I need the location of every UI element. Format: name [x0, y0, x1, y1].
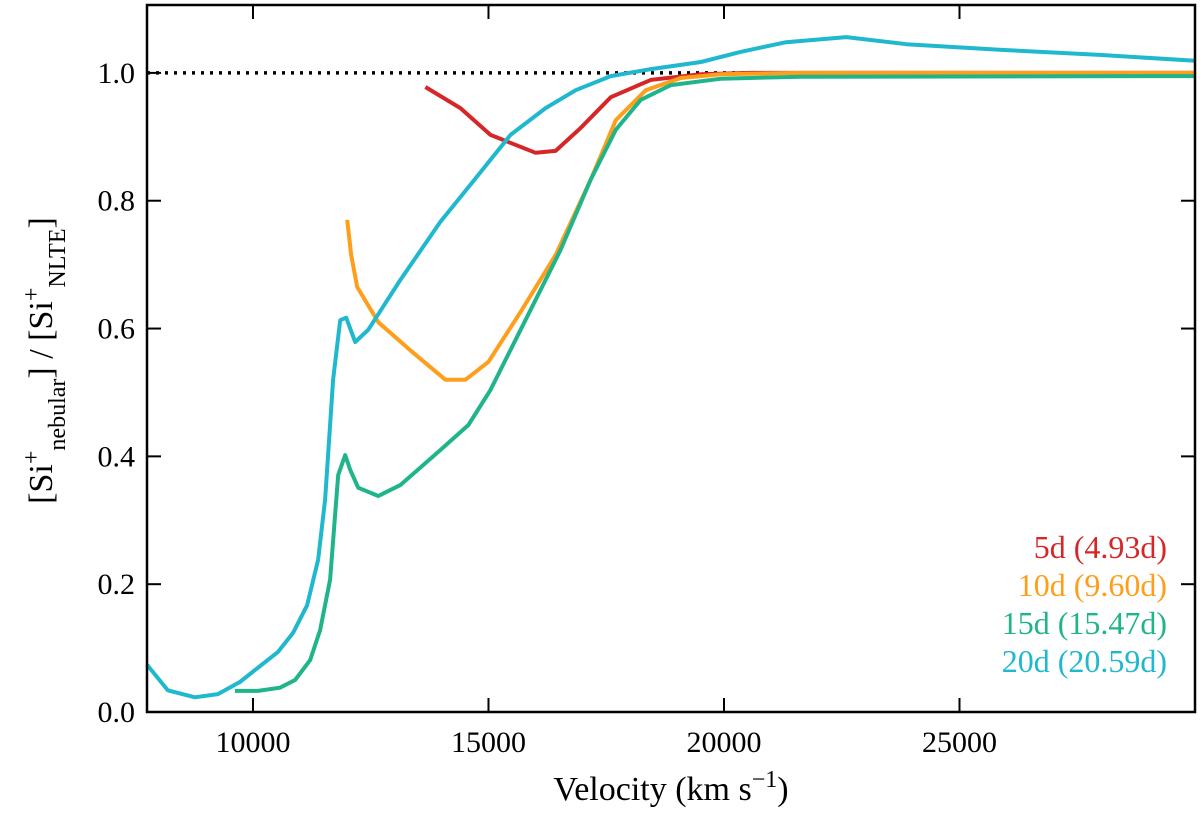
- plot-frame: [145, 3, 1197, 714]
- y-axis-label-part: +: [19, 288, 45, 302]
- y-tick-label: 0.4: [98, 440, 136, 473]
- legend-entry: 15d (15.47d): [1002, 605, 1167, 641]
- legend-entry: 10d (9.60d): [1018, 567, 1167, 603]
- y-axis-label-part: +: [19, 451, 45, 465]
- y-axis-label: [Si+nebular] / [Si+NLTE]: [19, 217, 71, 504]
- x-tick-label: 10000: [215, 726, 290, 759]
- y-axis-label-part: NLTE: [45, 229, 71, 288]
- x-axis-label-part: ): [777, 771, 788, 808]
- y-tick-label: 0.8: [98, 185, 136, 218]
- y-tick-label: 0.0: [98, 696, 136, 729]
- legend-entry: 5d (4.93d): [1034, 529, 1167, 565]
- series-line: [234, 74, 1196, 693]
- series-line: [345, 70, 1195, 382]
- y-tick-label: 0.6: [98, 313, 136, 346]
- x-axis-label-part: Velocity (km s: [553, 771, 751, 808]
- y-axis-label-part: ] / [Si: [23, 301, 60, 378]
- x-axis-label-part: −1: [752, 767, 778, 793]
- y-axis-label-part: [Si: [23, 464, 60, 504]
- x-tick-label: 15000: [451, 726, 526, 759]
- x-tick-label: 20000: [686, 726, 761, 759]
- y-axis-label-part: nebular: [45, 379, 71, 451]
- y-tick-label: 1.0: [98, 57, 136, 90]
- series-line: [145, 35, 1196, 700]
- x-tick-label: 25000: [922, 726, 997, 759]
- x-axis-label: Velocity (km s−1): [553, 767, 788, 808]
- legend-entry: 20d (20.59d): [1002, 643, 1167, 679]
- y-axis-label-part: ]: [23, 217, 60, 228]
- y-tick-label: 0.2: [98, 568, 136, 601]
